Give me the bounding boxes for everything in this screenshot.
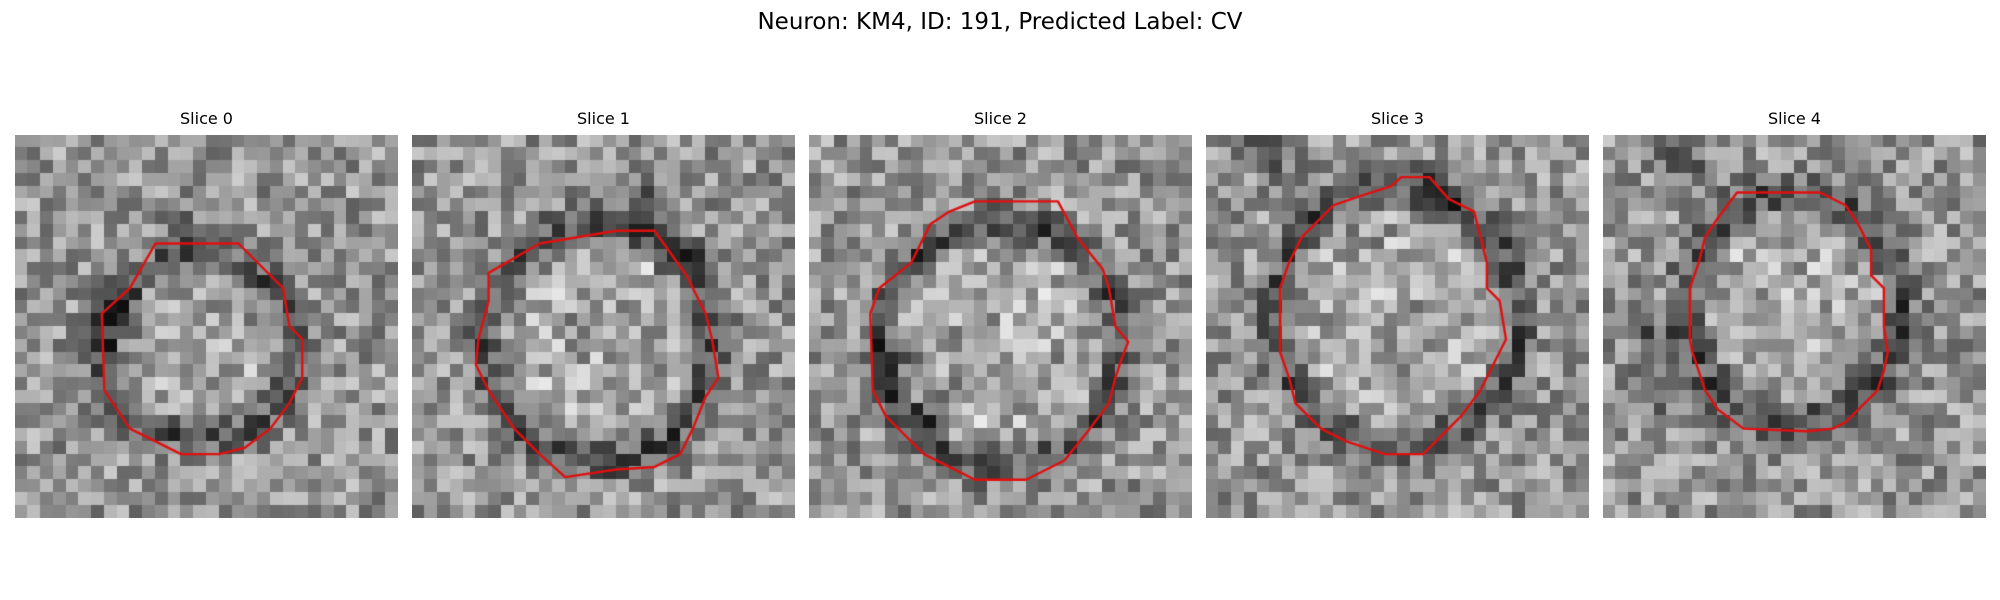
slice-title-2: Slice 2 xyxy=(974,109,1027,128)
slice-title-1: Slice 1 xyxy=(577,109,630,128)
slice-title-0: Slice 0 xyxy=(180,109,233,128)
figure-title: Neuron: KM4, ID: 191, Predicted Label: C… xyxy=(757,9,1243,35)
slice-image-0 xyxy=(15,135,398,518)
slice-image-4 xyxy=(1603,135,1986,518)
slice-title-4: Slice 4 xyxy=(1768,109,1821,128)
slice-image-2 xyxy=(809,135,1192,518)
slice-title-3: Slice 3 xyxy=(1371,109,1424,128)
slice-image-1 xyxy=(412,135,795,518)
slice-image-3 xyxy=(1206,135,1589,518)
